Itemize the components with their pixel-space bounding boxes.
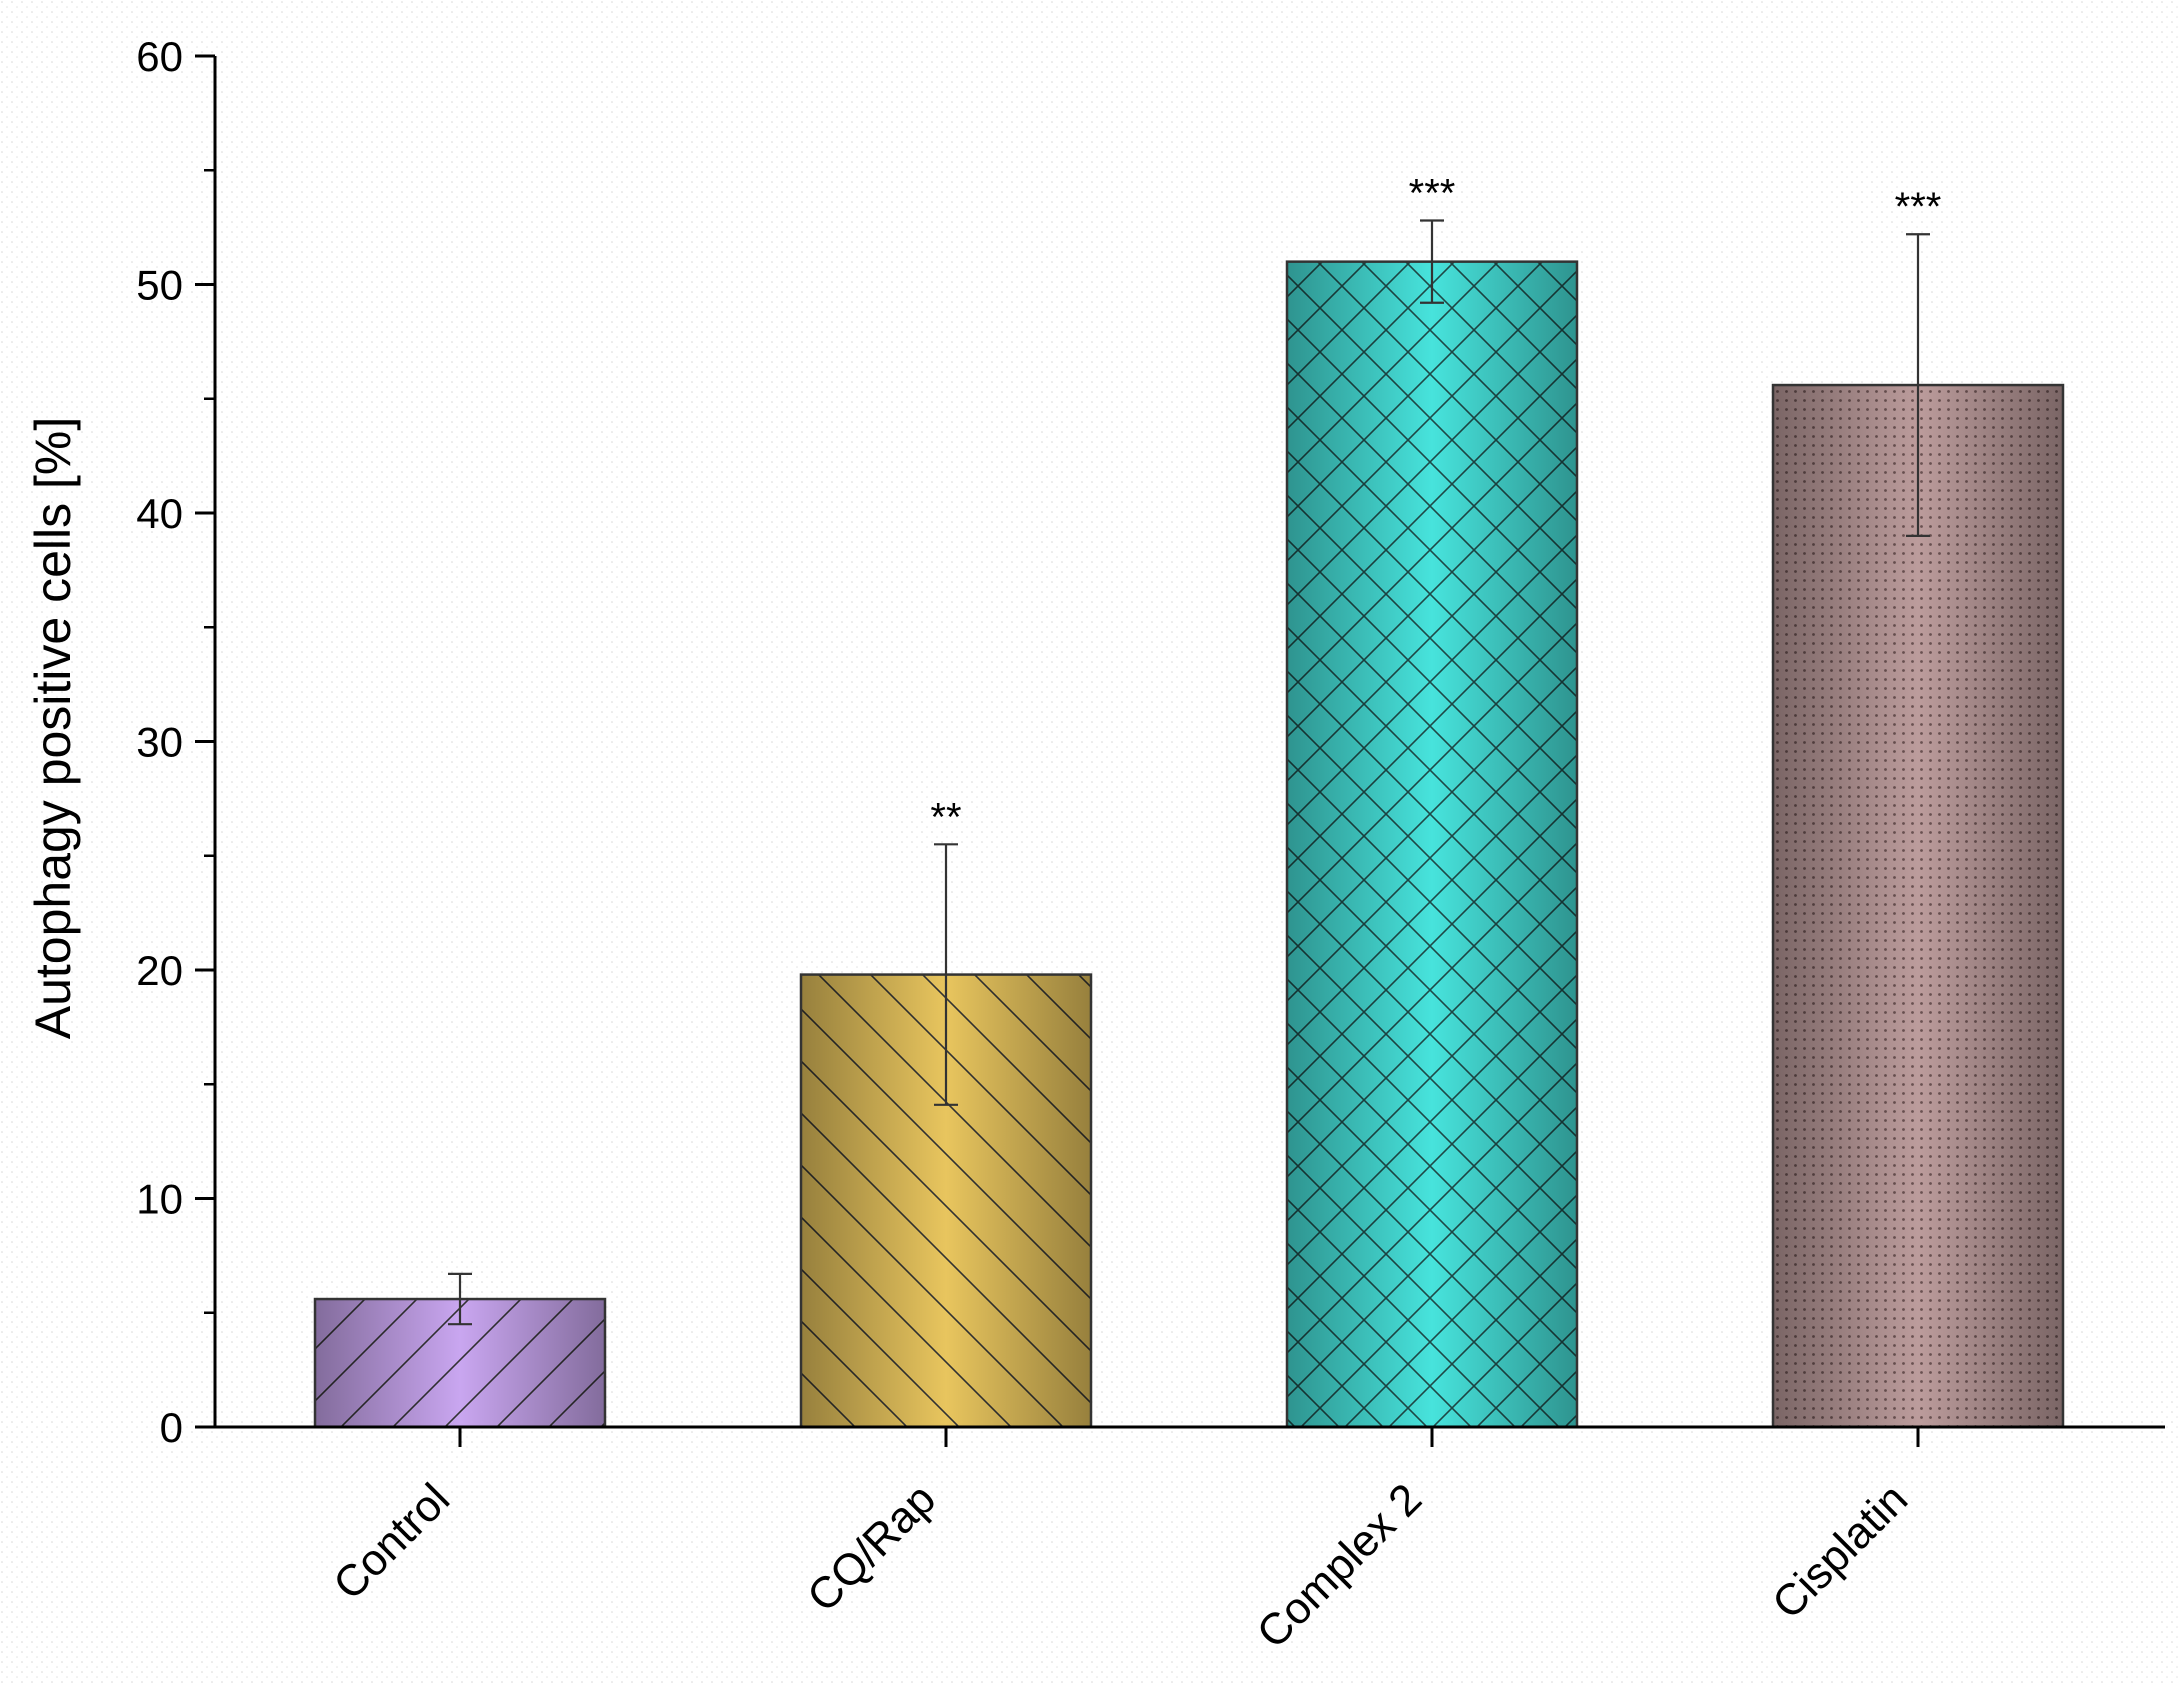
y-axis-title: Autophagy positive cells [%]	[25, 417, 81, 1040]
y-tick-label: 60	[136, 33, 183, 80]
y-tick-label: 40	[136, 490, 183, 537]
y-tick-label: 10	[136, 1176, 183, 1223]
y-tick-label: 50	[136, 262, 183, 309]
error-bars-layer	[448, 219, 1930, 1326]
significance-label-cisplatin: ***	[1895, 185, 1942, 229]
y-tick-label: 0	[160, 1404, 183, 1451]
bar-shading	[1287, 261, 1577, 1427]
bar-cisplatin	[1771, 383, 2065, 1429]
significance-label-complex-2: ***	[1409, 172, 1456, 216]
y-tick-label: 30	[136, 719, 183, 766]
y-tick-label: 20	[136, 947, 183, 994]
error-bar-complex-2	[1420, 219, 1444, 304]
bars-layer	[313, 260, 2065, 1429]
bar-shading	[1773, 385, 2063, 1427]
error-bar-control	[448, 1272, 472, 1326]
significance-label-cq-rap: **	[930, 795, 961, 839]
error-bar-cisplatin	[1906, 233, 1930, 537]
axes-layer	[195, 54, 2165, 1447]
error-bar-cq-rap	[934, 843, 958, 1106]
bar-complex-2	[1285, 260, 1579, 1429]
